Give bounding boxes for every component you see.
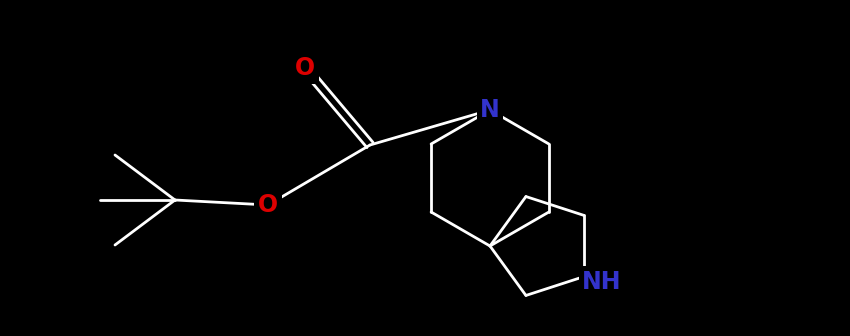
Text: O: O [295,56,315,80]
Text: N: N [480,98,500,122]
Text: O: O [258,193,278,217]
Text: NH: NH [582,269,622,294]
